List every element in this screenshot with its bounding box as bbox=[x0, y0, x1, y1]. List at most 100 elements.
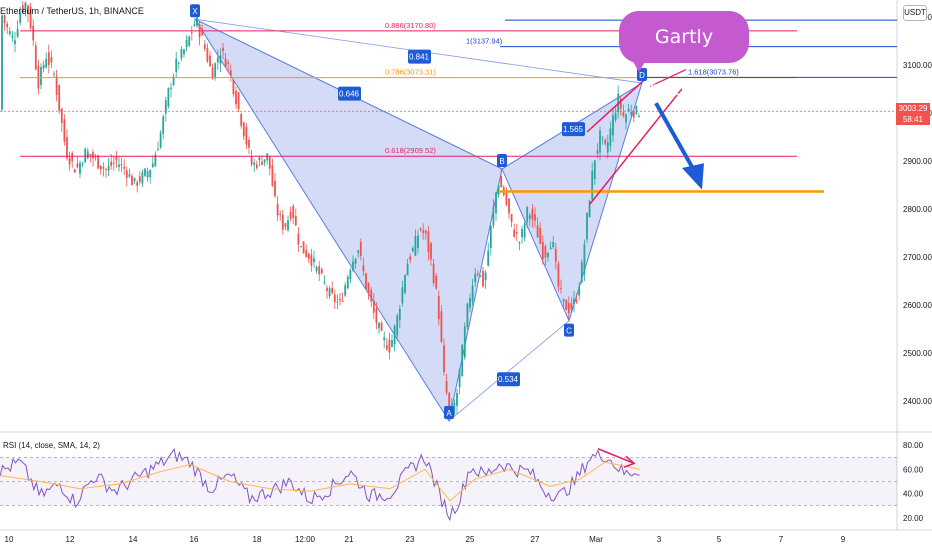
candle-body bbox=[638, 116, 640, 118]
candle-body bbox=[180, 48, 183, 59]
candle-body bbox=[471, 285, 474, 302]
candle-body bbox=[333, 294, 336, 302]
candle-body bbox=[125, 170, 128, 178]
currency-badge[interactable]: USDT bbox=[903, 5, 927, 21]
candle-body bbox=[305, 249, 308, 257]
candle-body bbox=[53, 73, 55, 75]
candle-body bbox=[401, 287, 404, 304]
candle-body bbox=[523, 223, 526, 238]
candle-body bbox=[154, 154, 157, 167]
candle-body bbox=[440, 311, 443, 342]
candle-body bbox=[505, 191, 508, 205]
ratio-badge bbox=[562, 122, 585, 137]
pattern-point-label: D bbox=[639, 71, 645, 80]
candle-body bbox=[159, 133, 162, 147]
candle-body bbox=[73, 169, 76, 173]
candle-body bbox=[211, 67, 214, 80]
candle-body bbox=[297, 233, 300, 245]
fib-level-label: 0.886(3170.80) bbox=[385, 21, 436, 30]
fib-level-label: 0.618(2909.52) bbox=[385, 146, 436, 155]
candle-body bbox=[424, 230, 427, 234]
candle-body bbox=[560, 287, 562, 289]
candle-body bbox=[536, 225, 539, 238]
candle-body bbox=[391, 339, 393, 347]
wedge-upper-line bbox=[586, 79, 645, 133]
candle-body bbox=[313, 258, 315, 263]
candle-body bbox=[141, 172, 144, 184]
candle-body bbox=[307, 253, 310, 259]
candle-body bbox=[510, 214, 513, 222]
candle-body bbox=[419, 228, 422, 230]
candle-body bbox=[185, 39, 188, 48]
candle-body bbox=[427, 231, 430, 253]
candle-body bbox=[24, 2, 27, 10]
candle-body bbox=[115, 156, 118, 161]
candle-body bbox=[344, 285, 347, 296]
candle-body bbox=[526, 207, 529, 222]
pattern-point-label: B bbox=[499, 157, 504, 166]
fib-level-label: 1.618(3073.76) bbox=[688, 67, 739, 76]
candle-body bbox=[29, 6, 32, 28]
candle-body bbox=[339, 298, 341, 301]
candle-body bbox=[341, 300, 344, 302]
time-tick-label: 10 bbox=[5, 535, 14, 544]
candle-body bbox=[573, 299, 575, 305]
candle-body bbox=[206, 48, 209, 62]
pattern-point-label: X bbox=[192, 7, 198, 16]
candle-body bbox=[622, 112, 625, 116]
time-tick-label: 5 bbox=[717, 535, 722, 544]
candle-body bbox=[336, 301, 339, 303]
candle-body bbox=[128, 174, 131, 177]
ratio-badge bbox=[408, 49, 431, 64]
candle-body bbox=[318, 265, 321, 275]
candle-body bbox=[216, 57, 219, 63]
candle-body bbox=[190, 32, 193, 34]
candle-body bbox=[250, 156, 253, 165]
rsi-tick-label: 60.00 bbox=[903, 465, 924, 474]
candle-body bbox=[8, 31, 11, 35]
candle-body bbox=[547, 252, 549, 258]
candle-body bbox=[372, 300, 375, 313]
pattern-connector bbox=[448, 320, 570, 422]
rsi-indicator-title[interactable]: RSI (14, close, SMA, 14, 2) bbox=[3, 441, 100, 450]
candle-body bbox=[144, 168, 146, 176]
time-tick-label: 16 bbox=[190, 535, 199, 544]
candle-body bbox=[84, 148, 87, 163]
candle-body bbox=[586, 212, 588, 240]
candle-body bbox=[3, 15, 6, 24]
candle-body bbox=[201, 29, 204, 36]
candle-body bbox=[476, 273, 479, 275]
candle-body bbox=[167, 88, 170, 107]
candle-body bbox=[219, 55, 222, 64]
candle-body bbox=[175, 58, 178, 72]
candle-body bbox=[237, 92, 240, 109]
time-tick-label: 12 bbox=[66, 535, 75, 544]
candle-body bbox=[398, 308, 401, 321]
candle-body bbox=[14, 40, 16, 44]
current-price-value: 3003.29 bbox=[898, 104, 928, 114]
fib-level-label: 0.786(3073.31) bbox=[385, 68, 436, 77]
candle-body bbox=[287, 220, 289, 231]
candle-body bbox=[430, 243, 432, 260]
pattern-point-badge bbox=[444, 405, 454, 419]
candle-body bbox=[209, 55, 211, 67]
candle-body bbox=[240, 114, 243, 126]
pattern-point-badge bbox=[564, 323, 574, 337]
candle-body bbox=[596, 150, 599, 154]
candle-body bbox=[599, 130, 601, 153]
candle-body bbox=[557, 263, 560, 287]
candle-body bbox=[229, 70, 232, 76]
candle-body bbox=[58, 84, 61, 111]
candle-body bbox=[66, 137, 68, 159]
pattern-target-line bbox=[649, 69, 687, 87]
candle-body bbox=[310, 254, 313, 266]
candle-body bbox=[365, 273, 367, 289]
candle-body bbox=[378, 322, 380, 329]
time-tick-label: 25 bbox=[466, 535, 475, 544]
candle-body bbox=[375, 308, 378, 323]
candle-body bbox=[456, 392, 458, 406]
candle-body bbox=[133, 178, 136, 182]
price-tick-label: 2800.00 bbox=[903, 205, 932, 214]
